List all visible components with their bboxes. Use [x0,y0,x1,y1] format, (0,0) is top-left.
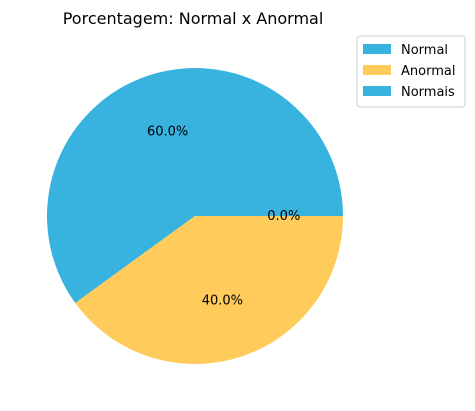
pie-label-normais: 0.0% [267,209,300,224]
pie-label-normal: 60.0% [147,125,188,140]
legend-label-normais: Normais [401,85,455,100]
pie-slice-anormal [75,216,343,364]
legend-swatch-normal [363,44,391,54]
chart-title: Porcentagem: Normal x Anormal [63,9,324,28]
pie-slice-normal [46,67,343,303]
pie-label-anormal: 40.0% [202,294,243,309]
legend-swatch-normais [363,86,391,96]
legend-label-anormal: Anormal [401,64,455,79]
pie-percentage-labels: 60.0% 40.0% 0.0% [147,125,300,309]
pie-slices [46,67,343,364]
legend: Normal Anormal Normais [356,35,466,108]
legend-swatch-anormal [363,65,391,75]
legend-label-normal: Normal [401,43,448,58]
